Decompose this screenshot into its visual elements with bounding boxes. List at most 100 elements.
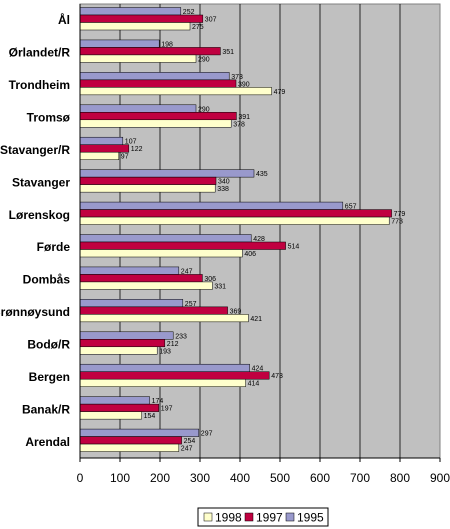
bar-dombas-1998 <box>79 281 213 290</box>
data-label-stavanger-r-1995: 107 <box>125 139 137 146</box>
x-tick-label-0: 0 <box>77 471 84 485</box>
data-label-lorenskog-1997: 779 <box>394 211 406 218</box>
data-label-trondheim-1998: 479 <box>274 89 286 96</box>
category-label-stavanger-r: Stavanger/R <box>0 143 70 157</box>
data-label-orlandet-r-1995: 198 <box>161 41 173 48</box>
data-label-trondheim-1995: 373 <box>231 74 243 81</box>
bar-dombas-1995 <box>79 266 180 275</box>
data-label-bodo-r-1997: 212 <box>167 341 179 348</box>
data-label-stavanger-r-1997: 122 <box>131 146 143 153</box>
data-label-forde-1997: 514 <box>288 244 300 251</box>
legend-label-1995: 1995 <box>297 511 324 525</box>
data-label-lorenskog-1995: 657 <box>345 204 357 211</box>
legend-swatch-1995 <box>285 512 295 522</box>
data-label-forde-1998: 406 <box>244 251 256 258</box>
bar-trondheim-1995 <box>79 72 230 81</box>
data-label-bronnoysund-1997: 369 <box>230 308 242 315</box>
x-tick-label-700: 700 <box>350 471 370 485</box>
x-tick-label-500: 500 <box>270 471 290 485</box>
category-label-lorenskog: Lørenskog <box>9 208 70 222</box>
data-label-banak-r-1998: 154 <box>144 413 156 420</box>
category-label-dombas: Dombås <box>23 273 71 287</box>
category-label-stavanger: Stavanger <box>12 175 70 189</box>
category-label-arendal: Arendal <box>25 435 70 449</box>
bar-orlandet-r-1995 <box>79 39 160 48</box>
data-label-arendal-1997: 254 <box>184 438 196 445</box>
bar-banak-r-1997 <box>79 403 160 412</box>
bar-tromso-1995 <box>79 104 197 113</box>
bar-bergen-1998 <box>79 378 246 387</box>
bar-tromso-1998 <box>79 119 232 128</box>
data-label-al-1995: 252 <box>183 9 195 16</box>
data-label-stavanger-r-1998: 97 <box>121 154 129 161</box>
data-label-banak-r-1997: 197 <box>161 406 173 413</box>
data-label-stavanger-1997: 340 <box>218 179 230 186</box>
bar-bodo-r-1998 <box>79 346 158 355</box>
category-label-bronnoysund: Brønnøysund <box>0 305 70 319</box>
bar-forde-1998 <box>79 249 243 258</box>
data-label-stavanger-1998: 338 <box>217 186 229 193</box>
legend: 1998 1997 1995 <box>197 507 329 527</box>
bar-lorenskog-1995 <box>79 201 344 210</box>
data-label-al-1998: 275 <box>192 24 204 31</box>
bar-dombas-1997 <box>79 274 203 283</box>
bar-stavanger-r-1995 <box>79 136 124 145</box>
legend-swatch-1997 <box>244 512 254 522</box>
bar-arendal-1995 <box>79 428 200 437</box>
bar-bronnoysund-1997 <box>79 306 228 315</box>
bar-stavanger-1995 <box>79 169 255 178</box>
data-label-dombas-1995: 247 <box>181 268 193 275</box>
category-label-al: Ål <box>58 12 70 27</box>
data-label-trondheim-1997: 390 <box>238 81 250 88</box>
bar-al-1997 <box>79 14 204 23</box>
bar-al-1998 <box>79 22 191 31</box>
bar-lorenskog-1997 <box>79 209 392 218</box>
bar-tromso-1997 <box>79 112 237 121</box>
data-labels: 2523072751983512903733904792903913781071… <box>121 9 406 453</box>
category-label-forde: Førde <box>37 240 71 254</box>
bar-stavanger-1997 <box>79 176 217 185</box>
data-label-bronnoysund-1995: 257 <box>185 301 197 308</box>
bar-arendal-1997 <box>79 436 182 445</box>
data-label-bergen-1997: 473 <box>271 373 283 380</box>
data-label-tromso-1997: 391 <box>238 114 250 121</box>
legend-label-1997: 1997 <box>256 511 283 525</box>
data-label-dombas-1998: 331 <box>214 283 226 290</box>
bar-arendal-1998 <box>79 443 180 452</box>
bar-stavanger-r-1998 <box>79 151 120 160</box>
data-label-orlandet-r-1997: 351 <box>222 49 234 56</box>
x-tick-label-600: 600 <box>310 471 330 485</box>
legend-box <box>197 507 329 527</box>
data-label-bronnoysund-1998: 421 <box>250 316 262 323</box>
category-label-bergen: Bergen <box>29 370 70 384</box>
data-label-al-1997: 307 <box>205 17 217 24</box>
bar-lorenskog-1998 <box>79 216 390 225</box>
bar-orlandet-r-1998 <box>79 54 197 63</box>
bar-trondheim-1997 <box>79 79 237 88</box>
data-label-banak-r-1995: 174 <box>152 398 164 405</box>
x-tick-label-900: 900 <box>430 471 450 485</box>
data-label-orlandet-r-1998: 290 <box>198 56 210 63</box>
x-tick-label-800: 800 <box>390 471 410 485</box>
bar-forde-1995 <box>79 234 252 243</box>
data-label-lorenskog-1998: 773 <box>391 219 403 226</box>
bar-orlandet-r-1997 <box>79 47 221 56</box>
data-label-bergen-1998: 414 <box>248 381 260 388</box>
data-label-arendal-1998: 247 <box>181 446 193 453</box>
data-label-tromso-1995: 290 <box>198 106 210 113</box>
data-label-bodo-r-1998: 193 <box>159 348 171 355</box>
data-label-dombas-1997: 306 <box>204 276 216 283</box>
category-label-bodo-r: Bodø/R <box>27 338 70 352</box>
plot-area <box>79 3 441 459</box>
x-tick-label-400: 400 <box>230 471 250 485</box>
bar-banak-r-1995 <box>79 396 150 405</box>
category-label-orlandet-r: Ørlandet/R <box>9 46 71 60</box>
data-label-bodo-r-1995: 233 <box>175 333 187 340</box>
legend-swatch-1998 <box>203 512 213 522</box>
data-label-stavanger-1995: 435 <box>256 171 268 178</box>
bar-al-1995 <box>79 7 182 16</box>
category-label-trondheim: Trondheim <box>9 78 70 92</box>
bar-bodo-r-1997 <box>79 339 166 348</box>
bar-forde-1997 <box>79 241 286 250</box>
